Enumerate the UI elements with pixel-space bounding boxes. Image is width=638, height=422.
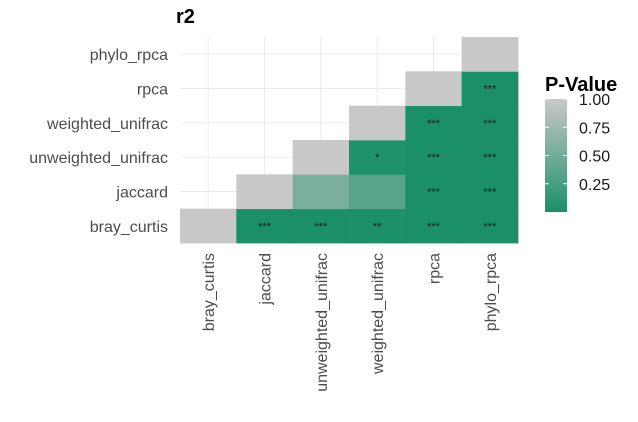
significance-label: *** xyxy=(483,152,497,164)
significance-label: *** xyxy=(427,187,441,199)
legend-tick-label: 0.25 xyxy=(579,177,610,194)
legend: P-Value 1.00 0.75 0.50 0.25 xyxy=(545,74,617,212)
significance-label: ** xyxy=(373,221,382,233)
heatmap-cells xyxy=(180,37,519,244)
significance-label: *** xyxy=(427,221,441,233)
heatmap-cell xyxy=(349,105,406,141)
heatmap-cell xyxy=(292,140,350,175)
y-axis-tick-labels: bray_curtis jaccard unweighted_unifrac weig… xyxy=(29,47,168,236)
heatmap-cell xyxy=(461,140,519,175)
y-tick-label: phylo_rpca xyxy=(90,47,168,64)
heatmap-cell xyxy=(405,208,463,244)
y-tick-label: jaccard xyxy=(115,185,168,202)
heatmap-cell xyxy=(405,71,463,107)
heatmap-cell xyxy=(236,208,294,244)
chart-title: r2 xyxy=(176,6,195,28)
heatmap-cell xyxy=(180,208,237,244)
x-tick-label: bray_curtis xyxy=(201,253,218,331)
heatmap-cell xyxy=(292,208,350,244)
significance-label: * xyxy=(375,152,380,164)
significance-label: *** xyxy=(427,152,441,164)
heatmap-cell xyxy=(405,174,463,210)
significance-label: *** xyxy=(483,118,497,130)
y-tick-label: rpca xyxy=(137,82,168,99)
heatmap-cell xyxy=(349,140,406,175)
legend-tick-label: 0.75 xyxy=(579,120,610,137)
significance-labels: *** *** ** *** ****** **** *** ****** ****** xyxy=(258,84,497,233)
x-tick-label: rpca xyxy=(427,253,444,284)
heatmap-cell xyxy=(461,71,519,107)
heatmap-cell xyxy=(461,37,519,72)
x-tick-label: unweighted_unifrac xyxy=(314,253,331,392)
heatmap-cell xyxy=(405,140,463,175)
y-tick-label: bray_curtis xyxy=(90,219,168,236)
legend-tick-label: 0.50 xyxy=(579,149,610,166)
x-tick-label: phylo_rpca xyxy=(483,253,500,331)
x-tick-label: weighted_unifrac xyxy=(370,253,387,375)
y-tick-label: unweighted_unifrac xyxy=(29,150,168,167)
significance-label: *** xyxy=(314,221,328,233)
legend-title: P-Value xyxy=(545,74,617,96)
heatmap-cell xyxy=(292,174,350,210)
legend-tick-label: 1.00 xyxy=(579,92,610,109)
heatmap-cell xyxy=(349,208,406,244)
heatmap-cell xyxy=(461,105,519,141)
significance-label: *** xyxy=(483,187,497,199)
x-axis-tick-labels: bray_curtis jaccard unweighted_unifrac weig… xyxy=(201,253,500,392)
significance-label: *** xyxy=(258,221,272,233)
y-tick-label: weighted_unifrac xyxy=(46,116,168,133)
significance-label: *** xyxy=(427,118,441,130)
significance-label: *** xyxy=(483,84,497,96)
heatmap-cell xyxy=(236,174,294,210)
heatmap-cell xyxy=(461,208,519,244)
x-tick-label: jaccard xyxy=(258,253,275,306)
heatmap-cell xyxy=(349,174,406,210)
legend-colorbar xyxy=(545,99,567,212)
heatmap-cell xyxy=(405,105,463,141)
significance-label: *** xyxy=(483,221,497,233)
heatmap-cell xyxy=(461,174,519,210)
